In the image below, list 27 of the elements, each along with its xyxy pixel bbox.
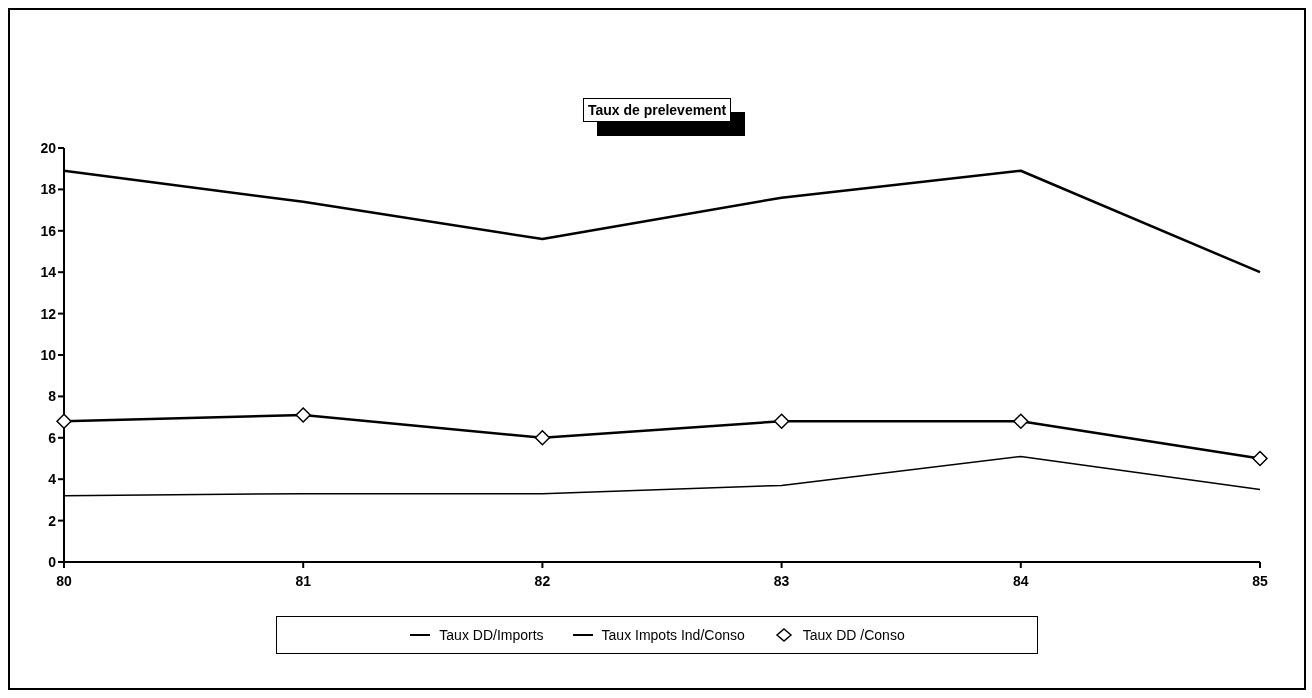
point	[295, 407, 311, 423]
y-tick-label: 8	[48, 388, 57, 405]
y-tick-label: 2	[48, 512, 57, 529]
x-tick-label: 80	[56, 572, 72, 589]
x-tick-label: 81	[295, 572, 312, 589]
x-tick-label: 85	[1252, 572, 1268, 589]
point	[1252, 450, 1268, 467]
point	[1013, 413, 1029, 429]
y-tick-label: 6	[48, 429, 57, 446]
point	[534, 430, 551, 446]
point	[56, 413, 72, 429]
y-tick-label: 18	[40, 181, 57, 198]
y-tick-label: 14	[40, 264, 57, 281]
x-tick-label: 82	[534, 572, 551, 589]
y-tick-label: 20	[40, 139, 57, 156]
chart-title: Taux de prelevement	[582, 98, 732, 122]
y-tick-label: 4	[48, 471, 57, 488]
y-tick-label: 12	[40, 305, 57, 322]
point	[773, 413, 790, 429]
legend-label: Taux DD/Imports	[438, 627, 544, 643]
legend-label: Taux DD /Conso	[801, 627, 905, 643]
legend-label: Taux Impots Ind/Conso	[600, 627, 745, 643]
y-tick-label: 10	[40, 346, 57, 363]
y-tick-label: 16	[40, 222, 57, 239]
x-tick-label: 84	[1013, 572, 1029, 589]
x-tick-label: 83	[773, 572, 790, 589]
y-tick-label: 0	[48, 553, 57, 570]
